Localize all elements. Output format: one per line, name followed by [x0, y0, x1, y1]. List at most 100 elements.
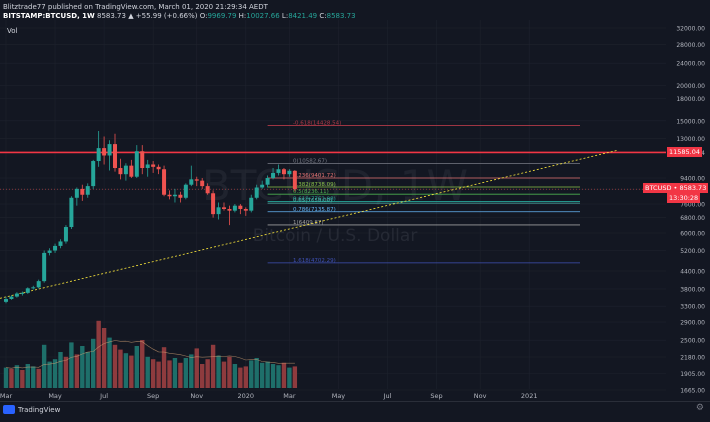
price-change: 8583.73 ▲ +55.99 (+0.66%) O: [97, 12, 208, 20]
x-tick-label: Nov [474, 392, 487, 400]
volume-bar [101, 328, 107, 388]
open-value: 9969.79 [207, 12, 237, 20]
volume-bar [63, 356, 69, 388]
candle-body [178, 194, 183, 198]
fib-level-label: 1.618(4702.29) [293, 258, 336, 264]
candle-body [227, 208, 232, 211]
volume-bar [145, 356, 150, 388]
candle-body [140, 151, 145, 169]
candle-body [118, 168, 123, 175]
tradingview-logo[interactable]: TradingView [3, 405, 60, 414]
candle-body [80, 188, 85, 195]
candle-body [287, 170, 292, 175]
trend-line [0, 149, 619, 299]
y-tick-label: 2900.00 [680, 320, 705, 327]
volume-bar [161, 347, 167, 388]
volume-bar [232, 364, 238, 388]
candle-body [211, 193, 216, 215]
volume-bar [167, 360, 172, 388]
fib-level-label: 0.5(8236.11) [293, 189, 329, 195]
candle-body [91, 161, 96, 187]
y-tick-label: 2500.00 [680, 338, 705, 345]
candle-body [281, 169, 286, 175]
candle-body [162, 169, 167, 195]
bottom-bar [0, 401, 710, 422]
candle-body [113, 144, 117, 169]
volume-label: Vol [7, 27, 18, 35]
x-tick-label: Mar [283, 392, 296, 400]
candle-body [31, 287, 36, 289]
x-tick-label: Jul [99, 392, 108, 400]
symbol-label: BITSTAMP:BTCUSD, 1W [3, 12, 95, 20]
y-tick-label: 1905.00 [680, 371, 705, 378]
x-tick-label: Sep [430, 392, 442, 400]
candle-body [85, 186, 90, 195]
volume-bar [36, 368, 41, 388]
candle-body [47, 250, 52, 253]
y-tick-label: 1665.00 [680, 388, 705, 395]
candle-body [36, 281, 41, 288]
publish-info: Blitztrade77 published on TradingView.co… [3, 3, 268, 11]
candle-body [25, 288, 30, 293]
candle-body [4, 299, 8, 302]
fib-level-label: 1(6409.87) [293, 220, 324, 226]
candle-body [102, 148, 107, 156]
volume-bar [194, 348, 199, 388]
y-tick-label: 9400.00 [680, 176, 705, 183]
close-label: C: [319, 12, 327, 20]
bar-countdown: 13:30:28 [667, 193, 701, 203]
candle-body [249, 197, 254, 211]
candle-body [96, 148, 101, 162]
candle-body [194, 179, 199, 181]
x-tick-label: Jul [383, 392, 392, 400]
volume-bar [91, 338, 96, 388]
candle-body [69, 197, 74, 228]
candle-body [14, 293, 19, 297]
volume-bar [41, 344, 47, 388]
candle-body [63, 227, 68, 242]
candle-body [58, 241, 63, 246]
volume-bar [31, 366, 36, 388]
last-price-symbol: BTCUSD [645, 184, 672, 192]
volume-bar [134, 346, 139, 388]
volume-bar [292, 366, 298, 388]
candle-body [129, 165, 134, 177]
candle-body [265, 178, 270, 185]
low-value: 8421.49 [288, 12, 318, 20]
volume-bar [216, 355, 221, 388]
y-tick-label: 2180.00 [680, 354, 705, 361]
candle-body [276, 169, 281, 173]
volume-bar [25, 364, 30, 388]
gear-icon[interactable]: ⚙ [695, 403, 704, 413]
x-tick-label: Nov [190, 392, 203, 400]
fib-level-label: 0.786(7135.87) [293, 207, 336, 213]
fib-level-label: 0.618(7762.98) [293, 196, 336, 202]
x-tick-label: 2021 [521, 392, 538, 400]
candle-body [20, 292, 25, 294]
high-value: 10027.66 [246, 12, 280, 20]
candle-body [145, 164, 150, 169]
x-tick-label: Sep [147, 392, 159, 400]
volume-bar [140, 340, 145, 388]
candle-body [238, 205, 243, 209]
y-tick-label: 18000.00 [676, 96, 705, 103]
x-tick-label: 2020 [238, 392, 255, 400]
y-tick-label: 3800.00 [680, 286, 705, 293]
volume-bar [80, 346, 85, 388]
y-tick-label: 28000.00 [676, 42, 705, 49]
y-tick-label: 5200.00 [680, 248, 705, 255]
y-tick-label: 6000.00 [680, 231, 705, 238]
volume-bar [205, 359, 210, 388]
volume-bar [276, 365, 281, 388]
volume-bar [210, 344, 216, 388]
volume-bar [14, 365, 20, 388]
y-tick-label: 20000.00 [676, 83, 705, 90]
y-tick-label: 4400.00 [680, 268, 705, 275]
volume-bar [243, 366, 248, 388]
candle-body [123, 165, 128, 175]
volume-bar [9, 368, 14, 388]
candle-body [183, 184, 188, 198]
low-label: L: [281, 12, 289, 20]
